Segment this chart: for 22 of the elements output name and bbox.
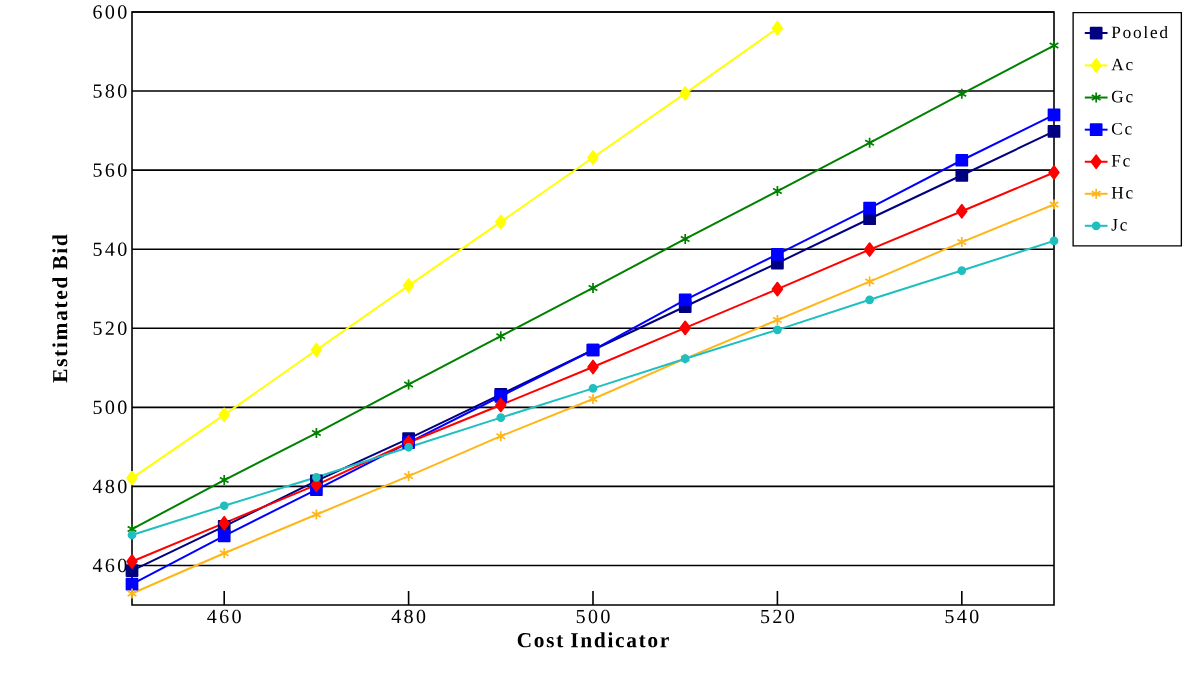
legend-label: Ac bbox=[1111, 58, 1133, 71]
y-tick-label: 580 bbox=[93, 84, 127, 98]
x-axis-title: Cost Indicator bbox=[517, 632, 669, 648]
legend-label: Fc bbox=[1111, 155, 1130, 167]
y-tick-label: 540 bbox=[93, 242, 127, 256]
legend-label: Pooled bbox=[1111, 26, 1168, 39]
x-tick-label: 540 bbox=[945, 609, 979, 624]
x-tick-label: 460 bbox=[207, 609, 241, 624]
y-tick-label: 560 bbox=[93, 163, 127, 177]
y-axis-title: Estimated Bid bbox=[52, 234, 68, 383]
legend-label: Cc bbox=[1111, 122, 1132, 135]
legend-label: Jc bbox=[1111, 219, 1127, 231]
x-tick-label: 500 bbox=[576, 609, 610, 624]
x-tick-label: 480 bbox=[391, 609, 426, 624]
legend-label: Hc bbox=[1111, 187, 1133, 199]
y-tick-label: 460 bbox=[92, 558, 127, 573]
y-tick-label: 520 bbox=[93, 321, 127, 335]
x-tick-label: 520 bbox=[761, 609, 795, 624]
y-tick-label: 600 bbox=[93, 5, 127, 19]
y-tick-label: 500 bbox=[93, 400, 127, 415]
y-tick-label: 480 bbox=[92, 479, 127, 494]
legend-label: Gc bbox=[1111, 90, 1133, 103]
